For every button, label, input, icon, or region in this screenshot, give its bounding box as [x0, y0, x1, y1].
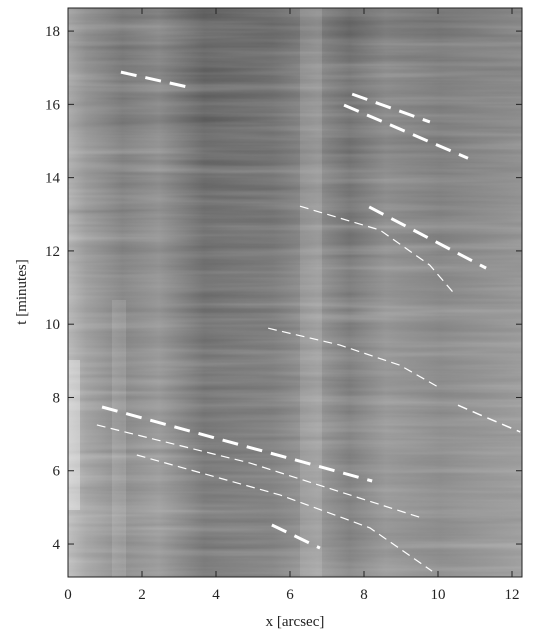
y-axis-label: t [minutes]	[14, 259, 30, 324]
x-tick-label: 8	[360, 587, 368, 603]
y-tick-label: 8	[53, 390, 61, 406]
track-line	[96, 424, 423, 519]
x-tick-label: 4	[212, 587, 220, 603]
plot-frame	[67, 7, 523, 578]
x-tick-label: 12	[505, 587, 520, 603]
track-line	[368, 205, 487, 270]
y-tick-label: 4	[53, 537, 61, 553]
y-tick-label: 10	[45, 317, 60, 333]
track-line	[268, 327, 441, 389]
track-line	[351, 92, 431, 124]
track-line	[457, 404, 521, 433]
track-line	[101, 405, 373, 483]
y-tick-label: 14	[45, 171, 61, 187]
track-line	[136, 454, 433, 572]
track-line	[343, 103, 469, 160]
x-tick-label: 10	[431, 587, 446, 603]
track-line	[120, 70, 194, 90]
track-line	[271, 523, 321, 550]
x-tick-label: 0	[64, 587, 72, 603]
track-line	[299, 205, 454, 293]
y-tick-label: 16	[45, 97, 61, 113]
image	[68, 8, 522, 577]
x-axis-label: x [arcsec]	[266, 614, 325, 630]
x-tick-label: 2	[138, 587, 146, 603]
y-tick-label: 12	[45, 244, 60, 260]
y-tick-label: 6	[53, 464, 61, 480]
y-tick-label: 18	[45, 24, 60, 40]
x-tick-label: 6	[286, 587, 294, 603]
